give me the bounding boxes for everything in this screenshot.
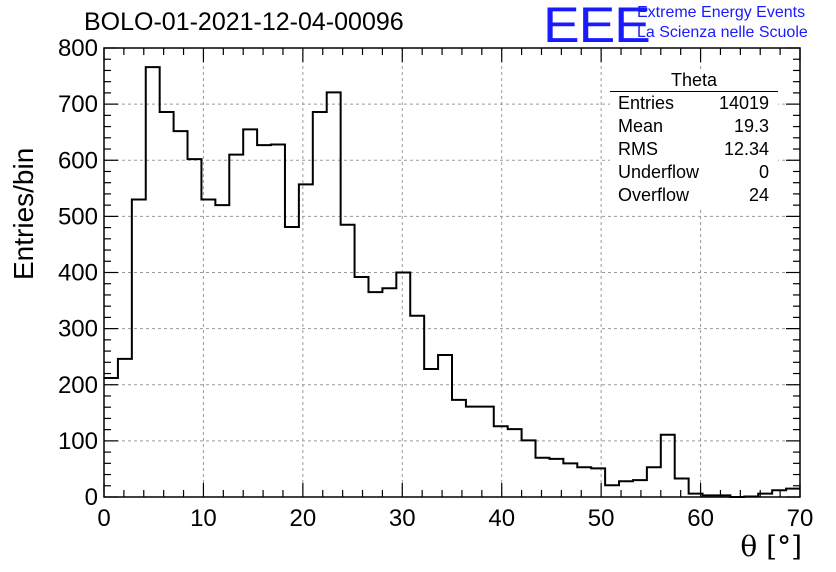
histogram-bin <box>257 145 271 497</box>
stats-row-entries: Entries 14019 <box>610 92 778 115</box>
histogram-bin <box>396 273 410 498</box>
x-tick-label: 70 <box>787 505 814 532</box>
stats-value: 24 <box>748 185 769 205</box>
histogram-series <box>104 66 800 498</box>
x-tick-label: 10 <box>190 505 217 532</box>
y-axis-label: Entries/bin <box>8 147 39 280</box>
chart-title: BOLO-01-2021-12-04-00096 <box>84 8 404 36</box>
stats-row-overflow: Overflow 24 <box>610 184 778 207</box>
histogram-bin <box>243 129 257 497</box>
x-tick-label: 0 <box>97 505 110 532</box>
histogram-line <box>104 66 800 498</box>
x-tick-label: 60 <box>687 505 714 532</box>
histogram-bin <box>355 277 369 497</box>
x-tick-label: 40 <box>488 505 515 532</box>
x-tick-label: 30 <box>389 505 416 532</box>
histogram-bin <box>591 468 605 497</box>
histogram-bin <box>633 480 647 497</box>
histogram-bin <box>466 407 480 497</box>
histogram-bin <box>327 92 341 497</box>
stats-title: Theta <box>610 70 778 92</box>
y-tick-label: 500 <box>58 203 98 230</box>
histogram-bin <box>508 429 522 497</box>
stats-box: Theta Entries 14019 Mean 19.3 RMS 12.34 … <box>610 70 778 207</box>
histogram-bin <box>271 145 285 497</box>
stats-value: 0 <box>758 162 769 182</box>
histogram-bin <box>438 355 452 497</box>
histogram-bin <box>174 131 188 497</box>
stats-row-underflow: Underflow 0 <box>610 161 778 184</box>
stats-label: Entries <box>618 93 675 113</box>
histogram-bin <box>563 463 577 497</box>
histogram-bin <box>132 200 146 497</box>
histogram-bin <box>118 359 132 497</box>
stats-value: 14019 <box>718 93 769 113</box>
histogram-bin <box>647 467 661 497</box>
stats-value: 19.3 <box>733 116 769 136</box>
histogram-bin <box>410 316 424 497</box>
histogram-bin <box>313 112 327 497</box>
histogram-bin <box>299 184 313 497</box>
histogram-bin <box>661 435 675 497</box>
stats-label: Mean <box>618 116 664 136</box>
x-tick-label: 50 <box>588 505 615 532</box>
histogram-bin <box>160 112 174 497</box>
histogram-bin <box>577 467 591 497</box>
histogram-bin <box>772 490 786 497</box>
histogram-bin <box>201 200 215 497</box>
histogram-bin <box>452 400 466 497</box>
histogram-bin <box>382 288 396 497</box>
y-tick-label: 800 <box>58 35 98 62</box>
y-tick-label: 0 <box>85 484 98 511</box>
histogram-bin <box>536 458 550 497</box>
histogram-bin <box>605 485 619 497</box>
histogram-bin <box>522 440 536 497</box>
histogram-bin <box>675 478 689 497</box>
histogram-bin <box>229 155 243 497</box>
stats-label: Underflow <box>618 162 700 182</box>
histogram-bin <box>215 205 229 497</box>
histogram-bin <box>341 225 355 497</box>
histogram-bin <box>285 227 299 497</box>
stats-label: RMS <box>618 139 658 159</box>
y-tick-label: 300 <box>58 316 98 343</box>
histogram-bin <box>480 407 494 497</box>
histogram-bin <box>786 489 800 497</box>
y-tick-label: 200 <box>58 372 98 399</box>
y-tick-label: 400 <box>58 260 98 287</box>
y-tick-label: 600 <box>58 147 98 174</box>
eee-logo: EEE <box>543 0 651 53</box>
x-tick-label: 20 <box>290 505 317 532</box>
histogram-bin <box>146 67 160 497</box>
y-tick-label: 700 <box>58 91 98 118</box>
stats-label: Overflow <box>618 185 690 205</box>
stats-value: 12.34 <box>723 139 769 159</box>
stats-row-rms: RMS 12.34 <box>610 138 778 161</box>
logo-line-1: Extreme Energy Events <box>637 4 806 21</box>
plot-frame <box>103 47 801 498</box>
histogram-bin <box>188 159 202 497</box>
histogram-bin <box>494 426 508 497</box>
histogram-bin <box>424 369 438 497</box>
stats-row-mean: Mean 19.3 <box>610 115 778 138</box>
logo-line-2: La Scienza nelle Scuole <box>637 24 808 41</box>
histogram-bin <box>368 292 382 497</box>
x-axis-label: θ [°] <box>740 530 802 563</box>
y-tick-label: 100 <box>58 428 98 455</box>
